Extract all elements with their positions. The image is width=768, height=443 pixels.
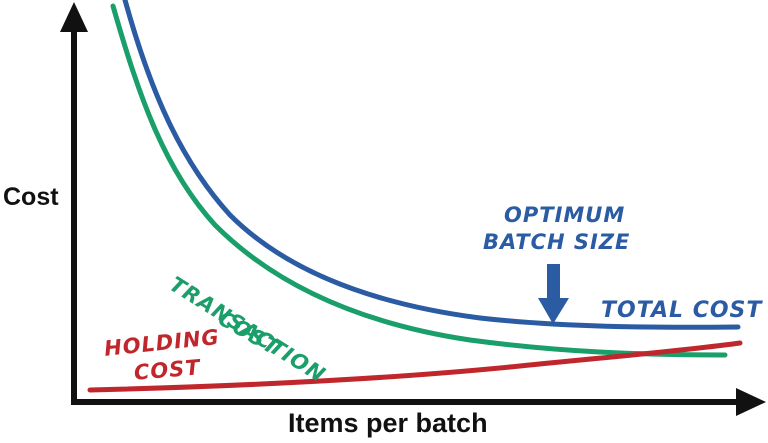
y-axis-label: Cost (3, 183, 59, 211)
total-cost-curve (122, 0, 741, 330)
optimum-arrow-shaft (547, 264, 560, 300)
transaction-cost-curve (110, 3, 728, 358)
optimum-label-line2: BATCH SIZE (483, 230, 631, 254)
x-axis-label: Items per batch (288, 408, 488, 438)
optimum-label-line1: OPTIMUM (504, 203, 626, 227)
optimum-arrow-icon (538, 298, 569, 324)
holding-cost-curve (87, 340, 743, 393)
y-axis-arrow-icon (60, 2, 88, 32)
x-axis-arrow-icon (736, 388, 766, 416)
total-cost-label: TOTAL COST (601, 298, 763, 323)
